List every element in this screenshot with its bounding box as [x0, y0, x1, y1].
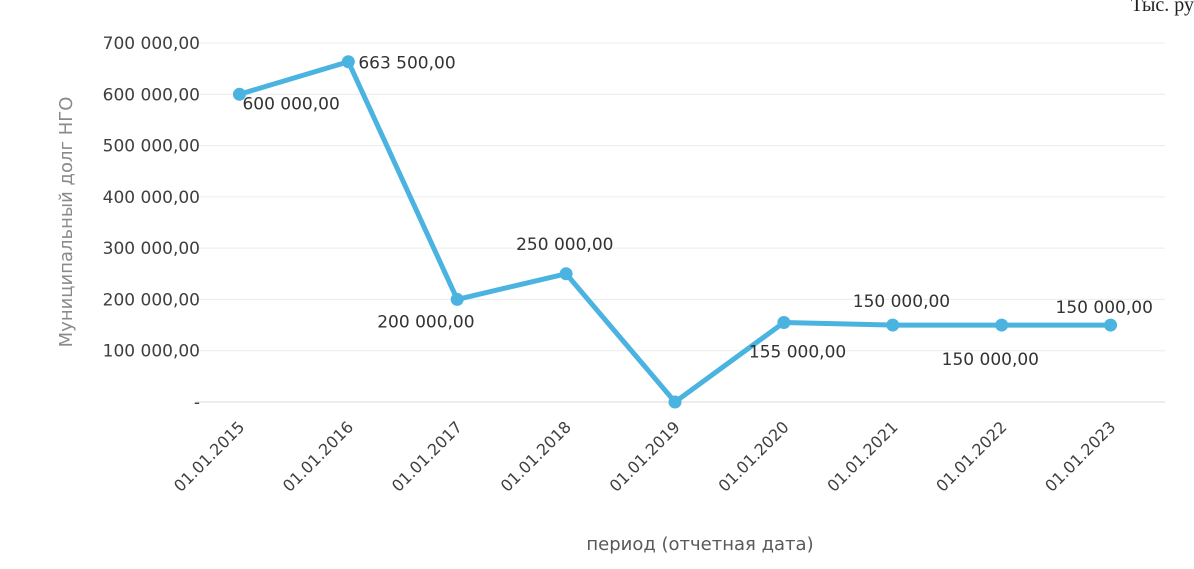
x-tick-label: 01.01.2015: [170, 417, 248, 495]
y-tick-label: 300 000,00: [103, 239, 200, 259]
gridlines: [195, 42, 1165, 403]
y-tick-label: 400 000,00: [103, 188, 200, 208]
x-axis-title: период (отчетная дата): [586, 534, 813, 555]
y-tick-label: 100 000,00: [103, 342, 200, 362]
series-layer: [232, 55, 1118, 409]
data-point: [995, 318, 1009, 332]
data-label: 150 000,00: [1056, 298, 1153, 318]
x-tick-label: 01.01.2022: [932, 417, 1010, 495]
data-point: [668, 395, 682, 409]
y-tick-label: 700 000,00: [103, 34, 200, 54]
data-point: [777, 316, 791, 330]
data-labels: 600 000,00 663 500,00 200 000,00 250 000,00…: [242, 54, 1152, 370]
y-axis-ticks: - 100 000,00 200 000,00 300 000,00 400 000,0…: [103, 34, 200, 413]
data-label: 663 500,00: [358, 54, 455, 74]
x-tick-label: 01.01.2023: [1041, 417, 1119, 495]
data-label: 155 000,00: [749, 343, 846, 363]
x-tick-label: 01.01.2016: [279, 417, 357, 495]
x-tick-label: 01.01.2019: [606, 417, 684, 495]
x-tick-label: 01.01.2017: [388, 417, 466, 495]
y-tick-label: -: [194, 393, 200, 413]
data-point: [341, 55, 355, 69]
data-point: [1104, 318, 1118, 332]
data-point: [886, 318, 900, 332]
x-tick-label: 01.01.2020: [715, 417, 793, 495]
y-tick-label: 600 000,00: [103, 85, 200, 105]
data-point: [559, 267, 573, 281]
data-label: 150 000,00: [853, 292, 950, 312]
data-point: [450, 292, 464, 306]
data-point: [232, 87, 246, 101]
data-label: 250 000,00: [516, 235, 613, 255]
data-label: 200 000,00: [377, 312, 474, 332]
data-label: 150 000,00: [942, 350, 1039, 370]
data-label: 600 000,00: [242, 94, 339, 114]
y-tick-label: 500 000,00: [103, 137, 200, 157]
x-axis-ticks: 01.01.2015 01.01.2016 01.01.2017 01.01.2018…: [170, 417, 1119, 495]
x-tick-label: 01.01.2018: [497, 417, 575, 495]
y-tick-label: 200 000,00: [103, 290, 200, 310]
units-note: Тыс. ру: [1130, 0, 1194, 16]
y-axis-title: Муниципальный долг НГО: [56, 97, 77, 348]
x-tick-label: 01.01.2021: [823, 417, 901, 495]
